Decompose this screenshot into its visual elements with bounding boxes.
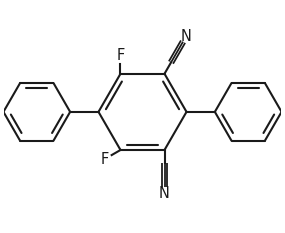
- Text: F: F: [116, 48, 125, 63]
- Text: F: F: [100, 152, 109, 167]
- Text: N: N: [159, 186, 170, 201]
- Text: N: N: [181, 29, 192, 44]
